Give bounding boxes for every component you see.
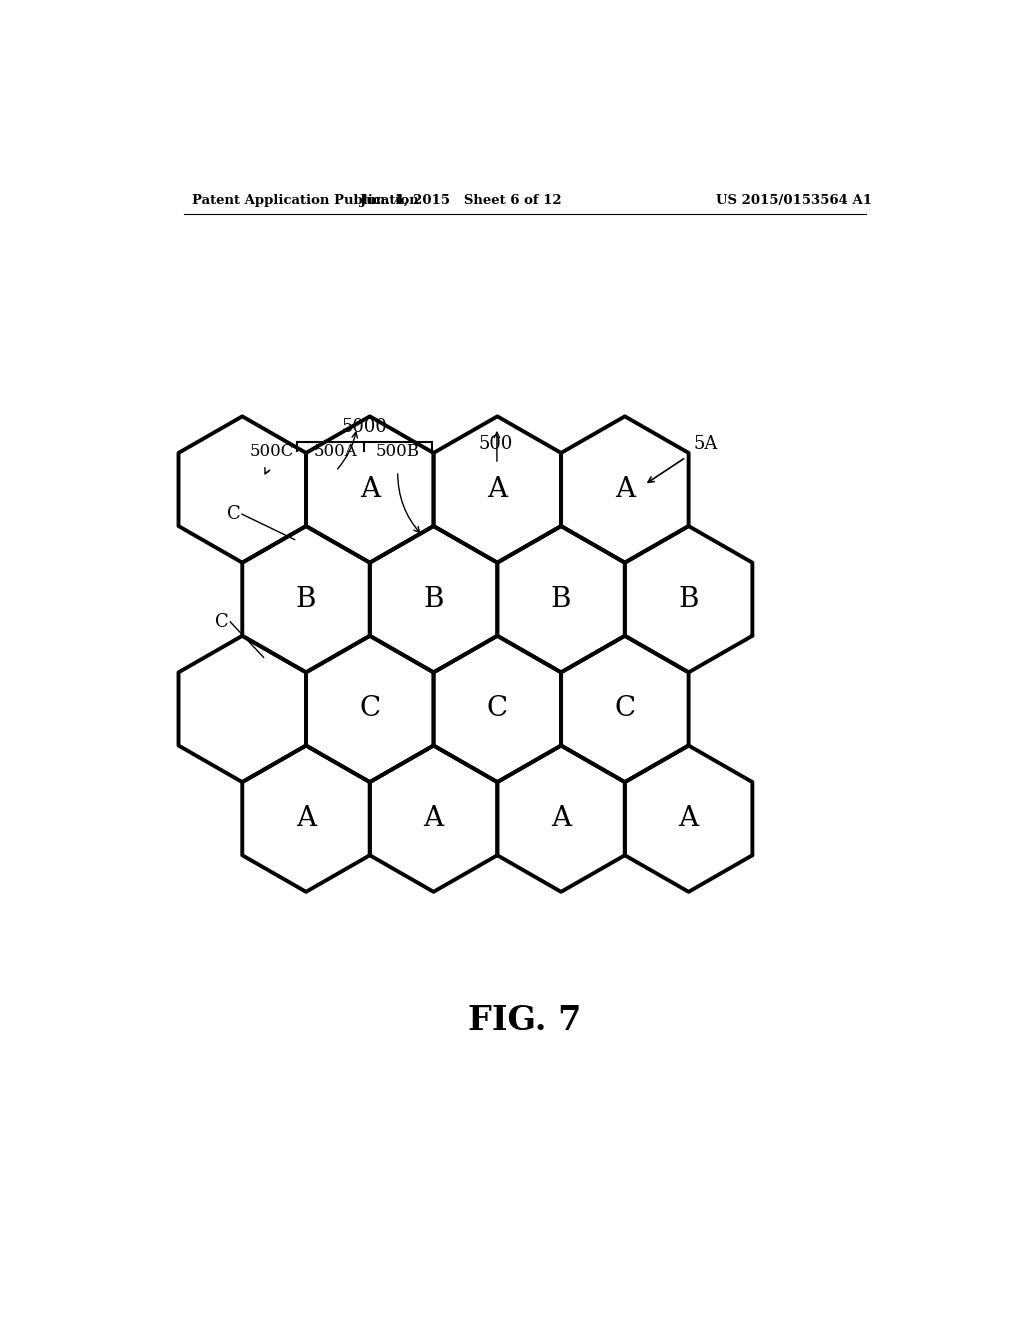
Text: 5A: 5A: [693, 434, 718, 453]
Text: FIG. 7: FIG. 7: [468, 1005, 582, 1038]
Text: 5000: 5000: [341, 417, 387, 436]
Text: B: B: [551, 586, 571, 612]
Text: 500B: 500B: [376, 444, 420, 461]
Text: US 2015/0153564 A1: US 2015/0153564 A1: [716, 194, 872, 207]
Text: A: A: [551, 805, 571, 832]
Text: Jun. 4, 2015   Sheet 6 of 12: Jun. 4, 2015 Sheet 6 of 12: [360, 194, 562, 207]
Text: C: C: [614, 696, 636, 722]
Text: A: A: [679, 805, 698, 832]
Text: A: A: [296, 805, 316, 832]
Text: C: C: [215, 612, 228, 631]
Text: A: A: [424, 805, 443, 832]
Text: C: C: [486, 696, 508, 722]
Text: C: C: [359, 696, 380, 722]
Text: 500C: 500C: [249, 444, 294, 461]
Text: Patent Application Publication: Patent Application Publication: [191, 194, 418, 207]
Text: 500: 500: [479, 436, 513, 453]
Text: B: B: [423, 586, 443, 612]
Text: A: A: [487, 477, 507, 503]
Text: A: A: [359, 477, 380, 503]
Text: A: A: [614, 477, 635, 503]
Text: C: C: [226, 506, 241, 523]
Text: B: B: [296, 586, 316, 612]
Text: 500A: 500A: [313, 444, 357, 461]
Text: B: B: [678, 586, 698, 612]
